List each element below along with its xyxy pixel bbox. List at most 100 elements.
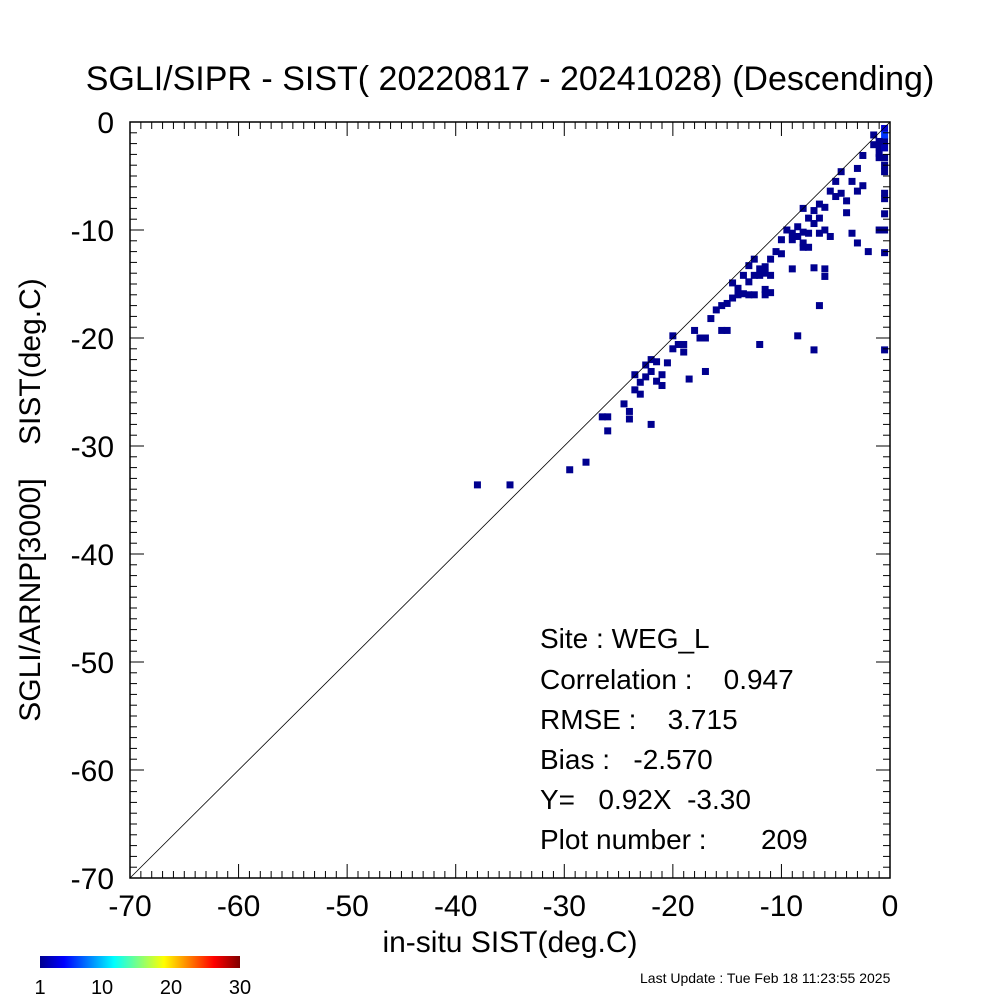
density-cell (881, 154, 889, 162)
density-cell (663, 359, 671, 367)
density-cell (881, 249, 889, 257)
x-axis-label: in-situ SIST(deg.C) (382, 926, 637, 959)
density-cell (729, 294, 737, 302)
density-cell (658, 371, 666, 379)
stat-site: Site : WEG_L (540, 623, 710, 654)
density-cell (810, 346, 818, 354)
x-tick-label: 0 (882, 890, 899, 923)
density-cell (815, 200, 823, 208)
density-cell (745, 278, 753, 286)
density-cell (783, 226, 791, 234)
density-cell (881, 346, 889, 354)
density-cell (799, 228, 807, 236)
colorbar (40, 956, 240, 968)
density-cell (723, 299, 731, 307)
density-cell (821, 272, 829, 280)
y-tick-label: -30 (71, 431, 114, 464)
density-cell (794, 223, 802, 231)
density-cell (680, 348, 688, 356)
density-cell (647, 420, 655, 428)
density-cell (701, 367, 709, 375)
density-cell (718, 326, 726, 334)
density-cell (875, 149, 883, 157)
density-cell (636, 390, 644, 398)
density-cell (864, 248, 872, 256)
x-tick-label: -70 (108, 890, 151, 923)
x-tick-label: -20 (651, 890, 694, 923)
x-tick-label: -30 (543, 890, 586, 923)
density-cell (881, 131, 889, 139)
density-cell (680, 340, 688, 348)
density-cell (636, 378, 644, 386)
density-cell (848, 229, 856, 237)
density-cell (582, 458, 590, 466)
density-cell (848, 177, 856, 185)
density-cell (625, 415, 633, 423)
y-tick-label: -50 (71, 647, 114, 680)
chart-title: SGLI/SIPR - SIST( 20220817 - 20241028) (… (86, 60, 935, 98)
density-cell (696, 334, 704, 342)
stat-bias: Bias : -2.570 (540, 744, 713, 775)
x-tick-label: -60 (217, 890, 260, 923)
density-cell (691, 326, 699, 334)
density-cell (506, 481, 514, 489)
density-cell (761, 263, 769, 271)
density-cell (669, 332, 677, 340)
density-cell (712, 306, 720, 314)
y-tick-label: -70 (71, 863, 114, 896)
density-cell (881, 210, 889, 218)
density-cell (767, 255, 775, 263)
axis-ticks (129, 121, 891, 879)
density-cell (875, 154, 883, 162)
density-cell (875, 143, 883, 151)
density-cell (756, 265, 764, 273)
density-cell (756, 340, 764, 348)
density-cell (837, 168, 845, 176)
density-cell (598, 413, 606, 421)
colorbar-labels: 1 10 20 30 (34, 977, 251, 999)
density-cell (881, 195, 889, 203)
colorbar-tick-label: 10 (91, 977, 113, 999)
y-tick-labels: 0 -10 -20 -30 -40 -50 -60 -70 (71, 107, 114, 896)
density-cell (723, 326, 731, 334)
density-cell (821, 203, 829, 211)
density-cell (881, 144, 889, 152)
density-cells (473, 124, 889, 489)
density-cell (777, 250, 785, 258)
density-cell (745, 291, 753, 299)
density-cell (826, 187, 834, 195)
density-cell (604, 427, 612, 435)
stat-correlation: Correlation : 0.947 (540, 664, 794, 695)
density-cell (815, 302, 823, 310)
density-cell (815, 229, 823, 237)
density-cell (658, 382, 666, 390)
y-tick-label: -40 (71, 539, 114, 572)
density-cell (566, 466, 574, 474)
density-cell (805, 229, 813, 237)
density-cell (642, 373, 650, 381)
density-cell (620, 400, 628, 408)
x-tick-labels: -70 -60 -50 -40 -30 -20 -10 0 (108, 890, 898, 923)
density-cell (837, 189, 845, 197)
density-cell (821, 226, 829, 234)
density-cell (810, 207, 818, 215)
density-cell (718, 302, 726, 310)
density-cell (832, 177, 840, 185)
density-cell (777, 236, 785, 244)
density-cell (685, 375, 693, 383)
x-tick-label: -10 (760, 890, 803, 923)
density-cell (767, 271, 775, 279)
density-cell (826, 232, 834, 240)
density-cell (810, 264, 818, 272)
density-cell (734, 291, 742, 299)
density-cell (859, 182, 867, 190)
colorbar-tick-label: 20 (160, 977, 182, 999)
stat-regression: Y= 0.92X -3.30 (540, 784, 751, 815)
density-cell (750, 271, 758, 279)
density-cell (604, 413, 612, 421)
density-cell (788, 236, 796, 244)
density-cell (745, 262, 753, 270)
density-cell (810, 220, 818, 228)
density-cell (761, 269, 769, 277)
density-cell (707, 315, 715, 323)
